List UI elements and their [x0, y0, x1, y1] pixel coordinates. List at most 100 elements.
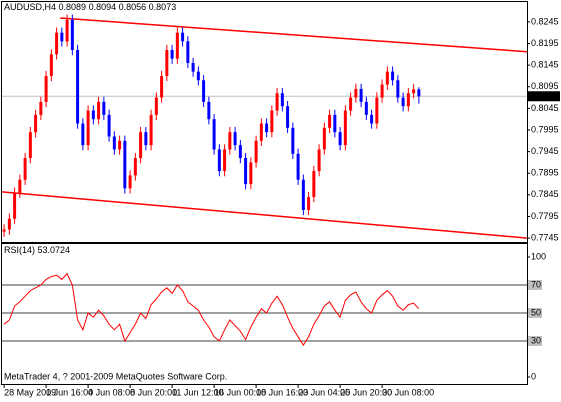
candle-body	[160, 75, 164, 98]
candle-body	[7, 218, 11, 230]
candle-body	[396, 80, 400, 98]
candle-body	[207, 101, 211, 120]
x-tick-label: 28 May 2009	[4, 387, 56, 397]
candle-body	[286, 106, 290, 128]
x-tick-label: 23 Jun 04:00	[298, 387, 350, 397]
candle-body	[34, 114, 38, 133]
x-tick-label: 25 Jun 20:00	[340, 387, 392, 397]
candle-body	[154, 97, 158, 115]
candle-body	[128, 175, 132, 189]
candle-body	[270, 110, 274, 133]
candle-body	[391, 71, 395, 81]
last-high: 0.8094	[89, 2, 117, 12]
candle-body	[175, 32, 179, 59]
candle-body	[328, 114, 332, 128]
trendline	[60, 17, 528, 53]
candle-body	[102, 101, 106, 115]
candle-body	[338, 132, 342, 146]
candle-body	[238, 145, 242, 159]
candle-body	[91, 110, 95, 120]
y-tick-label: 0.8195	[531, 38, 559, 48]
y-tick-label: 100	[531, 251, 546, 261]
candle-body	[322, 127, 326, 150]
x-tick-label: 16 Jun 00:00	[214, 387, 266, 397]
y-tick-label: 0.8095	[531, 81, 559, 91]
candle-body	[76, 50, 80, 124]
candle-body	[202, 80, 206, 102]
candle-body	[23, 158, 27, 180]
candle-body	[317, 149, 321, 172]
rsi-last: 53.0724	[38, 245, 71, 255]
candle-body	[123, 140, 127, 189]
candle-body	[107, 114, 111, 137]
level-box	[528, 308, 542, 318]
candle-body	[149, 114, 153, 146]
candle-body	[186, 41, 190, 63]
candle-body	[301, 179, 305, 210]
candle-body	[364, 101, 368, 115]
y-tick-label: 30	[531, 335, 541, 345]
candle-body	[191, 62, 195, 72]
candle-body	[375, 97, 379, 124]
y-tick-label: 70	[531, 279, 541, 289]
candle-body	[233, 132, 237, 146]
candle-body	[223, 149, 227, 172]
candle-body	[291, 127, 295, 154]
last-price-label: 0.8073	[530, 91, 558, 101]
candle-body	[55, 32, 59, 55]
y-tick-label: 0	[531, 371, 536, 381]
x-tick-label: 11 Jun 12:00	[172, 387, 223, 397]
x-tick-label: 18 Jun 16:00	[256, 387, 308, 397]
candle-body	[86, 110, 90, 146]
x-tick-label: 30 Jun 08:00	[382, 387, 434, 397]
y-tick-label: 0.7845	[531, 189, 559, 199]
y-tick-label: 0.7945	[531, 146, 559, 156]
candle-body	[244, 158, 248, 185]
rsi-title: RSI(14) 53.0724	[4, 245, 70, 255]
candle-body	[385, 71, 389, 85]
y-tick-label: 0.7995	[531, 124, 559, 134]
y-tick-label: 50	[531, 307, 541, 317]
candle-body	[275, 93, 279, 111]
candle-body	[118, 140, 122, 150]
y-tick-label: 0.7895	[531, 168, 559, 178]
candle-body	[380, 84, 384, 98]
rsi-line	[3, 272, 420, 347]
footer: MetaTrader 4, ? 2001-2009 MetaQuotes Sof…	[4, 371, 227, 381]
main-panel-frame	[1, 1, 528, 243]
last-close: 0.8073	[149, 2, 177, 12]
candle-body	[39, 101, 43, 115]
candle-body	[112, 136, 116, 150]
y-tick-label: 0.8145	[531, 60, 559, 70]
candle-body	[296, 153, 300, 180]
candle-body	[343, 110, 347, 146]
candle-body	[280, 93, 284, 107]
candle-body	[401, 97, 405, 107]
candle-body	[70, 19, 74, 50]
candle-body	[139, 132, 143, 159]
symbol: AUDUSD,H4	[4, 2, 56, 12]
y-tick-label: 0.8045	[531, 103, 559, 113]
candle-body	[333, 114, 337, 133]
candle-body	[265, 123, 269, 133]
candle-body	[254, 140, 258, 163]
rsi-panel-frame	[1, 243, 528, 385]
candle-body	[44, 75, 48, 102]
candle-body	[144, 132, 148, 146]
candle-body	[49, 54, 53, 76]
last-open: 0.8089	[59, 2, 87, 12]
candle-body	[406, 93, 410, 107]
candle-body	[307, 197, 311, 210]
candle-body	[97, 101, 101, 120]
candle-body	[13, 192, 17, 219]
y-tick-label: 0.7745	[531, 232, 559, 242]
candle-body	[181, 32, 185, 42]
candle-body	[170, 50, 174, 59]
candle-body	[28, 132, 32, 159]
y-tick-label: 0.8245	[531, 16, 559, 26]
candle-body	[249, 162, 253, 185]
chart-title: AUDUSD,H4 0.8089 0.8094 0.8056 0.8073	[4, 2, 176, 12]
last-price-box	[528, 91, 560, 102]
level-box	[528, 336, 542, 346]
